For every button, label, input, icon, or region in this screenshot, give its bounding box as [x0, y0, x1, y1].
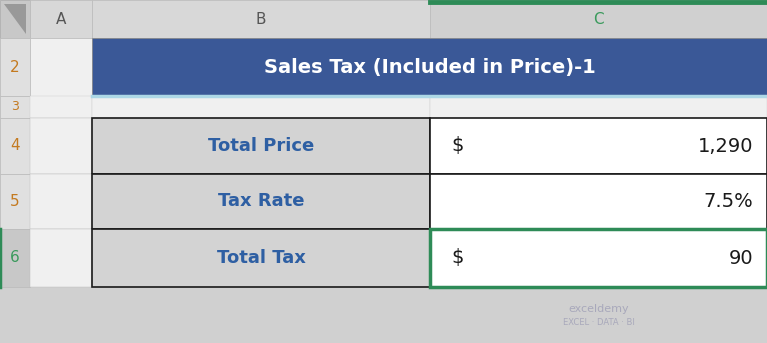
Text: 5: 5 [10, 194, 20, 209]
Text: Total Tax: Total Tax [216, 249, 305, 267]
Bar [0, 0, 30, 38]
Text: A: A [56, 12, 66, 26]
Bar [92, 38, 767, 96]
Text: 90: 90 [729, 248, 753, 268]
Bar [430, 229, 767, 287]
Bar [430, 96, 767, 118]
Bar [30, 229, 92, 287]
Text: $: $ [452, 137, 464, 155]
Text: $: $ [452, 248, 464, 268]
Bar [430, 229, 767, 287]
Bar [430, 0, 767, 38]
Bar [30, 174, 92, 229]
Bar [92, 96, 430, 118]
Bar [92, 229, 430, 287]
Bar [0, 38, 30, 96]
Text: Tax Rate: Tax Rate [218, 192, 304, 211]
Text: exceldemy: exceldemy [568, 304, 629, 315]
Text: 1,290: 1,290 [697, 137, 753, 155]
Text: 4: 4 [10, 139, 20, 154]
Bar [30, 96, 92, 118]
Text: Sales Tax (Included in Price)-1: Sales Tax (Included in Price)-1 [264, 58, 595, 76]
Text: C: C [593, 12, 604, 26]
Bar [0, 229, 30, 287]
Text: EXCEL · DATA · BI: EXCEL · DATA · BI [562, 318, 634, 327]
Bar [92, 174, 430, 229]
Text: B: B [255, 12, 266, 26]
Bar [430, 174, 767, 229]
Text: 7.5%: 7.5% [703, 192, 753, 211]
Bar [0, 174, 30, 229]
Text: 2: 2 [10, 59, 20, 74]
Bar [430, 118, 767, 174]
Bar [0, 118, 30, 174]
Bar [30, 38, 92, 96]
Text: 6: 6 [10, 250, 20, 265]
Bar [92, 0, 430, 38]
Bar [30, 0, 92, 38]
Polygon shape [4, 4, 26, 34]
Text: 3: 3 [11, 100, 19, 114]
Bar [30, 118, 92, 174]
Text: Total Price: Total Price [208, 137, 314, 155]
Bar [92, 118, 430, 174]
Bar [0, 96, 30, 118]
